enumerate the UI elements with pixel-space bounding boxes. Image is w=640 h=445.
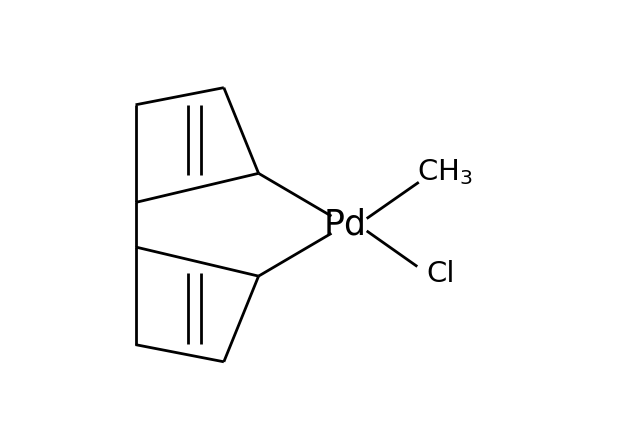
Text: Cl: Cl: [427, 260, 455, 288]
Text: Pd: Pd: [324, 208, 367, 242]
Text: CH$_3$: CH$_3$: [417, 157, 472, 186]
